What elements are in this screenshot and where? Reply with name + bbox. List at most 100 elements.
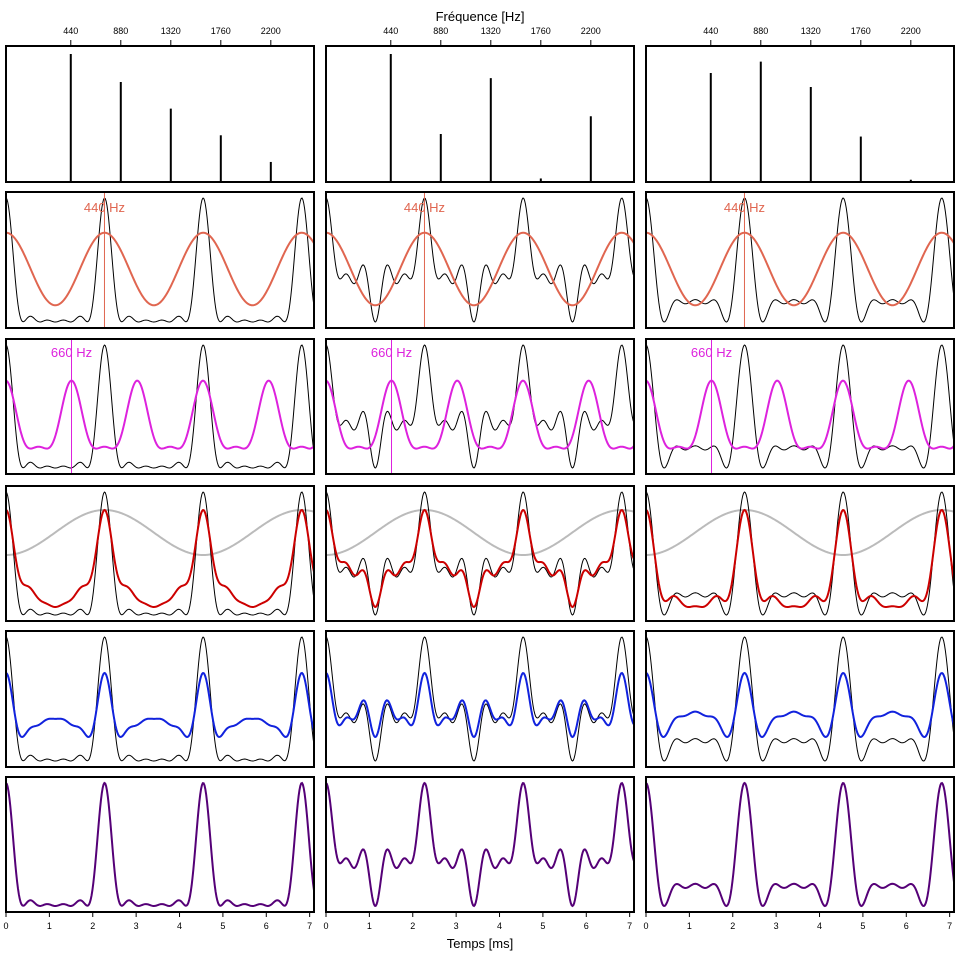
waveform-panel-row-4 — [325, 630, 635, 768]
spectrum-frame — [5, 45, 315, 183]
residual-line — [6, 671, 314, 739]
panel-frame — [325, 485, 635, 622]
waveform-panel-row-3 — [645, 485, 955, 622]
panel-frame — [5, 191, 315, 329]
time-tick-label: 1 — [367, 921, 372, 931]
frequency-tick-label: 880 — [753, 26, 768, 36]
waveform-panel-row-2: 660 Hz — [645, 338, 955, 475]
reconstruction-line — [326, 508, 634, 609]
waveform-panel-row-5: 0 1 2 3 4 5 6 7 — [323, 776, 635, 931]
harmonic-660-line — [326, 379, 634, 450]
signal-line — [326, 636, 634, 762]
frequency-tick-label: 1760 — [531, 26, 551, 36]
envelope-line — [646, 508, 954, 556]
waveform-curves — [326, 781, 634, 908]
harmonic-440-line — [326, 231, 634, 307]
panel-frame — [645, 485, 955, 622]
waveform-panel-row-5: 0 1 2 3 4 5 6 7 — [3, 776, 315, 931]
waveform-panel-row-3 — [5, 485, 315, 622]
waveform-curves — [326, 339, 634, 474]
time-tick-label: 3 — [454, 921, 459, 931]
time-tick-label: 6 — [264, 921, 269, 931]
frequency-tick-label: 2200 — [261, 26, 281, 36]
annotation-440-label: 440 Hz — [724, 200, 765, 215]
panel-frame — [5, 630, 315, 768]
column-2: 440 880 1320 1760 2200 440 Hz 660 Hz 0 1 2 3 4 5 6 7 — [323, 26, 635, 931]
frequency-tick-label: 440 — [383, 26, 398, 36]
time-tick-label: 7 — [307, 921, 312, 931]
time-tick-label: 6 — [584, 921, 589, 931]
frequency-tick-label: 1760 — [851, 26, 871, 36]
panel-frame — [5, 338, 315, 475]
time-tick-label: 0 — [323, 921, 328, 931]
panel-frame — [325, 776, 635, 913]
panel-frame — [645, 338, 955, 475]
waveform-curves — [6, 491, 314, 616]
time-tick-label: 5 — [540, 921, 545, 931]
waveform-panel-row-2: 660 Hz — [5, 338, 315, 475]
frequency-tick-label: 2200 — [581, 26, 601, 36]
time-axis-title: Temps [ms] — [447, 936, 513, 951]
time-tick-label: 7 — [627, 921, 632, 931]
annotation-660-label: 660 Hz — [51, 345, 92, 360]
time-tick-label: 4 — [177, 921, 182, 931]
signal-line — [326, 491, 634, 616]
panel-frame — [645, 630, 955, 768]
time-tick-label: 3 — [134, 921, 139, 931]
waveform-curves — [326, 636, 634, 762]
signal-line — [326, 344, 634, 469]
spectrum-panel: 440 880 1320 1760 2200 — [325, 26, 635, 183]
waveform-panel-row-4 — [5, 630, 315, 768]
waveform-curves — [6, 636, 314, 762]
waveform-curves — [326, 192, 634, 328]
waveform-panel-row-2: 660 Hz — [325, 338, 635, 475]
signal-line — [6, 491, 314, 616]
envelope-line — [326, 508, 634, 556]
waveform-panel-row-1: 440 Hz — [325, 191, 635, 329]
waveform-curves — [646, 781, 954, 908]
frequency-tick-label: 880 — [113, 26, 128, 36]
frequency-tick-label: 1760 — [211, 26, 231, 36]
frequency-tick-label: 440 — [703, 26, 718, 36]
panel-frame — [325, 338, 635, 475]
panel-frame — [5, 776, 315, 913]
harmonic-440-line — [646, 231, 954, 307]
frequency-tick-label: 1320 — [801, 26, 821, 36]
annotation-660-label: 660 Hz — [371, 345, 412, 360]
panel-frame — [645, 191, 955, 329]
signal-line — [646, 636, 954, 762]
panel-frame — [325, 630, 635, 768]
frequency-tick-label: 2200 — [901, 26, 921, 36]
time-tick-label: 3 — [774, 921, 779, 931]
waveform-curves — [6, 339, 314, 474]
frequency-tick-label: 1320 — [161, 26, 181, 36]
harmonic-440-line — [6, 231, 314, 307]
time-tick-label: 6 — [904, 921, 909, 931]
envelope-line — [6, 508, 314, 556]
panel-frame — [645, 776, 955, 913]
waveform-curves — [646, 491, 954, 616]
waveform-curves — [646, 636, 954, 762]
signal-line — [646, 344, 954, 469]
annotation-440-label: 440 Hz — [84, 200, 125, 215]
time-tick-label: 1 — [47, 921, 52, 931]
time-tick-label: 5 — [220, 921, 225, 931]
column-3: 440 880 1320 1760 2200 440 Hz 660 Hz 0 1 2 3 4 5 6 7 — [643, 26, 955, 931]
time-tick-label: 2 — [410, 921, 415, 931]
time-tick-label: 2 — [730, 921, 735, 931]
time-tick-label: 0 — [3, 921, 8, 931]
residual-line — [326, 671, 634, 739]
reconstruction-line — [6, 508, 314, 609]
full-reconstruction-line — [326, 781, 634, 908]
time-tick-label: 7 — [947, 921, 952, 931]
residual-line — [646, 671, 954, 739]
signal-line — [646, 491, 954, 616]
frequency-axis-title: Fréquence [Hz] — [436, 9, 525, 24]
spectrum-frame — [325, 45, 635, 183]
annotation-660-label: 660 Hz — [691, 345, 732, 360]
panel-frame — [5, 485, 315, 622]
waveform-panel-row-5: 0 1 2 3 4 5 6 7 — [643, 776, 955, 931]
waveform-panel-row-1: 440 Hz — [645, 191, 955, 329]
